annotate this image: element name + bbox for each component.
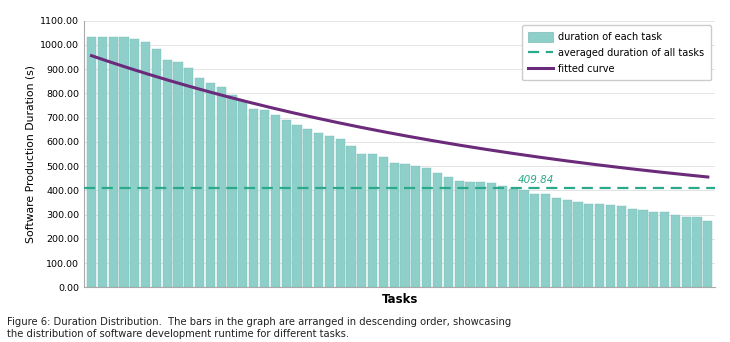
Bar (228, 95, 237, 287)
Bar (693, 216, 702, 287)
Bar (422, 168, 431, 287)
Bar (260, 110, 269, 287)
Bar (98, 38, 107, 287)
Bar (595, 204, 604, 287)
Bar (217, 87, 226, 287)
Bar (574, 202, 583, 287)
Bar (465, 182, 474, 287)
Bar (433, 173, 442, 287)
Bar (206, 83, 215, 287)
Bar (163, 61, 172, 287)
Text: Figure 6: Duration Distribution.  The bars in the graph are arranged in descendi: Figure 6: Duration Distribution. The bar… (7, 317, 512, 339)
Bar (249, 109, 258, 287)
Bar (509, 189, 518, 287)
Text: 409.84: 409.84 (518, 174, 554, 185)
Bar (109, 38, 118, 287)
Bar (184, 68, 193, 287)
Bar (487, 183, 496, 287)
Bar (671, 215, 680, 287)
Bar (476, 182, 485, 287)
Bar (195, 78, 204, 287)
Bar (379, 157, 388, 287)
Bar (152, 49, 161, 287)
Bar (682, 216, 691, 287)
Bar (120, 38, 128, 287)
Bar (617, 206, 626, 287)
Bar (390, 163, 399, 287)
Bar (238, 101, 247, 287)
Bar (563, 200, 572, 287)
Bar (411, 166, 420, 287)
Bar (498, 186, 507, 287)
Bar (444, 177, 453, 287)
Bar (347, 146, 356, 287)
Bar (703, 221, 712, 287)
Bar (314, 133, 323, 287)
Bar (303, 130, 312, 287)
Bar (638, 210, 648, 287)
Bar (271, 115, 280, 287)
Bar (455, 181, 464, 287)
Bar (87, 38, 96, 287)
Bar (357, 154, 366, 287)
Bar (552, 198, 561, 287)
Bar (628, 209, 637, 287)
X-axis label: Tasks: Tasks (382, 293, 418, 306)
Bar (660, 212, 669, 287)
Bar (282, 120, 291, 287)
Bar (541, 194, 550, 287)
Bar (141, 42, 150, 287)
Bar (530, 194, 539, 287)
Bar (520, 190, 529, 287)
Bar (174, 62, 182, 287)
Bar (130, 39, 139, 287)
Bar (584, 203, 593, 287)
Bar (606, 205, 615, 287)
Bar (649, 212, 658, 287)
Bar (292, 125, 301, 287)
Legend: duration of each task, averaged duration of all tasks, fitted curve: duration of each task, averaged duration… (522, 25, 710, 80)
Bar (325, 136, 334, 287)
Bar (368, 154, 377, 287)
Y-axis label: Software Production Duration (s): Software Production Duration (s) (26, 65, 36, 243)
Bar (336, 139, 345, 287)
Bar (401, 164, 410, 287)
